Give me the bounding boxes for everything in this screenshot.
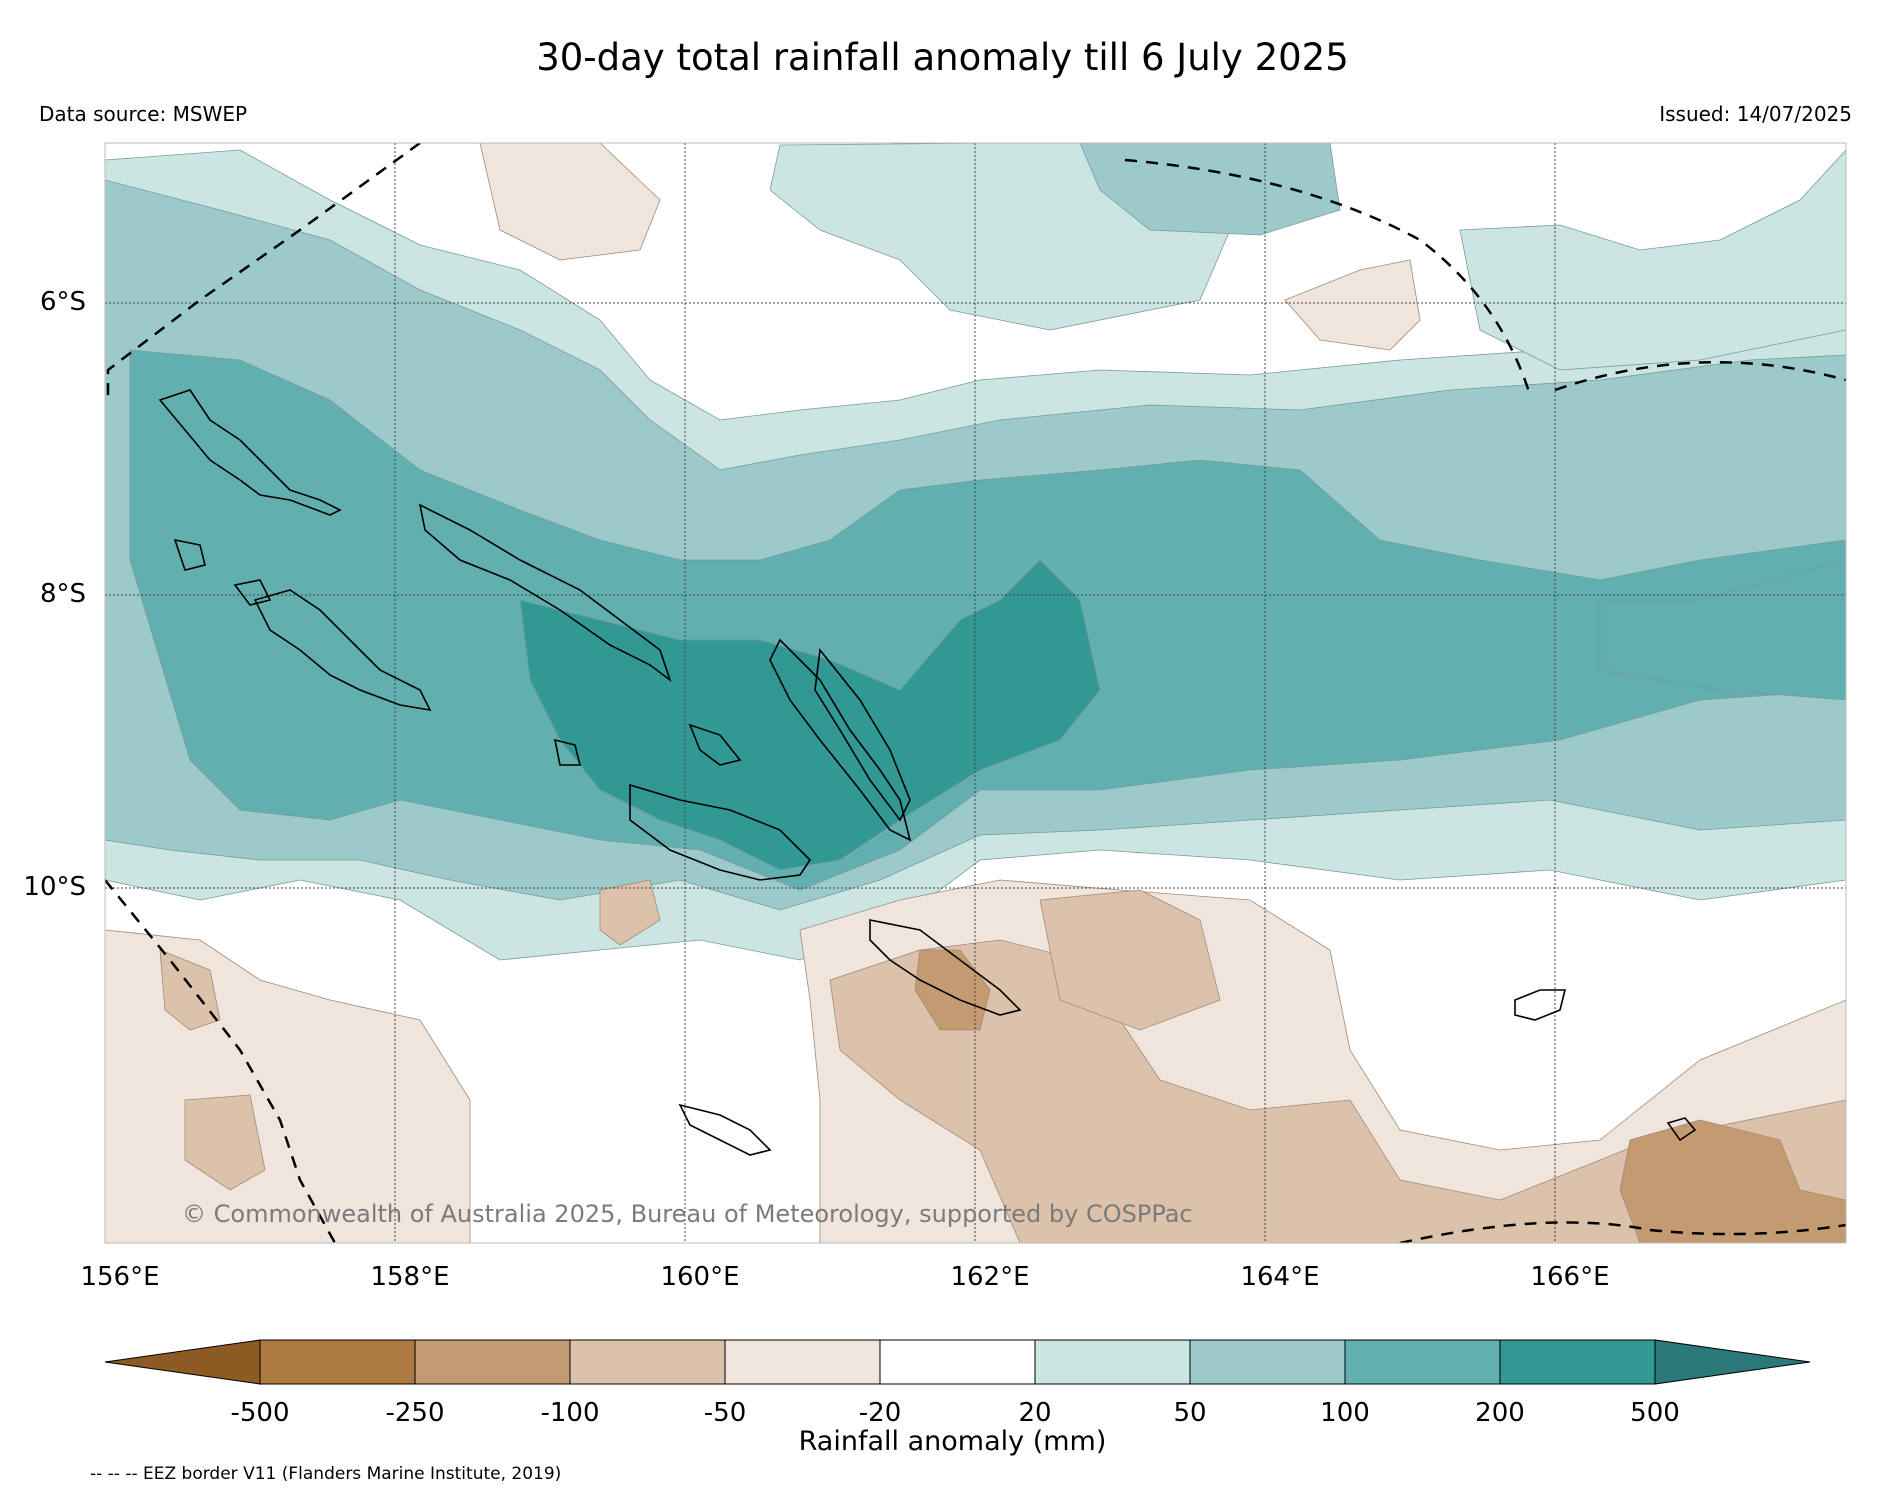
colorbar-tick: -100 <box>540 1398 600 1428</box>
colorbar-segment <box>1189 1339 1346 1385</box>
colorbar-tick: 100 <box>1320 1398 1370 1428</box>
island-guadalcanal <box>629 783 812 881</box>
graticule <box>105 143 1846 1243</box>
eez-border-note: -- -- -- EEZ border V11 (Flanders Marine… <box>90 1464 562 1484</box>
longitude-label-162e: 162°E <box>950 1262 1030 1292</box>
latitude-label-8s: 8°S <box>39 579 86 609</box>
contour-dry-100-a <box>914 949 991 1031</box>
eez-border-ne <box>1124 158 1532 396</box>
island-malaita <box>814 648 911 822</box>
island-santa-cruz <box>1514 989 1567 1021</box>
island-santa-isabel <box>769 638 912 842</box>
latitude-label-10s: 10°S <box>23 872 86 902</box>
island-russell <box>553 738 582 766</box>
map-title: 30-day total rainfall anomaly till 6 Jul… <box>536 36 1349 79</box>
contour-wet-50-north <box>1079 143 1341 236</box>
contour-dry-50-sw <box>159 949 221 1031</box>
island-makira <box>869 919 1022 1016</box>
colorbar-extend-high <box>1654 1339 1811 1385</box>
map-frame <box>104 142 1847 1244</box>
island-vanikoro <box>1666 1117 1697 1142</box>
colorbar-tick: -500 <box>230 1398 290 1428</box>
latitude-label-6s: 6°S <box>39 287 86 317</box>
island-choiseul <box>418 503 672 683</box>
eez-border-s <box>1399 1221 1846 1243</box>
colorbar-tick: 200 <box>1475 1398 1525 1428</box>
colorbar-segment <box>724 1339 881 1385</box>
colorbar-segment <box>259 1339 416 1385</box>
contour-wet-200-east <box>1599 559 1846 701</box>
colorbar-segment <box>1344 1339 1501 1385</box>
contour-dry-20-ne <box>1284 259 1421 351</box>
colorbar-tick: -250 <box>385 1398 445 1428</box>
colorbar-tick: -50 <box>703 1398 747 1428</box>
eez-border-e <box>1554 360 1846 392</box>
contour-dry-50-n <box>1039 889 1221 1031</box>
copyright-notice: © Commonwealth of Australia 2025, Bureau… <box>182 1200 1193 1228</box>
colorbar-tick: 20 <box>1018 1398 1052 1428</box>
colorbar <box>104 1339 1811 1385</box>
colorbar-extend-low <box>104 1339 261 1385</box>
island-florida <box>688 723 742 766</box>
eez-border-sw <box>105 879 337 1243</box>
colorbar-tick: 50 <box>1173 1398 1207 1428</box>
map-plot-area <box>105 143 1846 1243</box>
longitude-label-156e: 156°E <box>80 1262 160 1292</box>
contour-wet-20-ne <box>1459 149 1846 371</box>
island-treasury <box>233 579 272 606</box>
colorbar-tick: 500 <box>1630 1398 1680 1428</box>
colorbar-segment <box>1034 1339 1191 1385</box>
contour-dry-20-n <box>479 143 661 261</box>
longitude-label-158e: 158°E <box>370 1262 450 1292</box>
island-shortland <box>173 538 206 571</box>
longitude-label-166e: 166°E <box>1530 1262 1610 1292</box>
contour-dry-50-mid <box>599 879 661 946</box>
island-rennell <box>678 1103 772 1156</box>
contour-dry-50-sw2 <box>184 1094 266 1191</box>
coastlines <box>158 389 1697 1156</box>
eez-borders <box>105 143 1846 1243</box>
colorbar-segment <box>879 1339 1036 1385</box>
colorbar-label: Rainfall anomaly (mm) <box>798 1426 1107 1457</box>
island-bougainville <box>158 389 342 516</box>
dry-anomaly-contours <box>105 143 1846 1243</box>
colorbar-segment <box>569 1339 726 1385</box>
island-new-georgia <box>253 589 432 712</box>
longitude-label-160e: 160°E <box>660 1262 740 1292</box>
data-source-label: Data source: MSWEP <box>39 102 248 126</box>
longitude-label-164e: 164°E <box>1240 1262 1320 1292</box>
colorbar-segment <box>414 1339 571 1385</box>
issued-date-label: Issued: 14/07/2025 <box>1659 102 1852 126</box>
colorbar-segment <box>1499 1339 1656 1385</box>
contour-dry-100-b <box>1619 1119 1846 1243</box>
colorbar-tick: -20 <box>858 1398 902 1428</box>
